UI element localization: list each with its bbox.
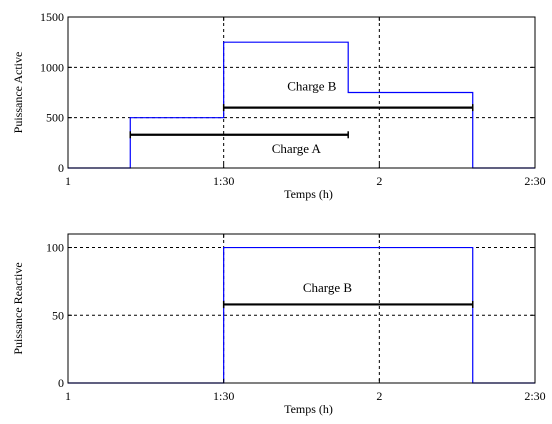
chart-1-x-tick-label-1: 1:30 — [213, 389, 234, 403]
chart-0-x-tick-label-1: 1:30 — [213, 174, 234, 188]
chart-0-x-tick-label-2: 2 — [376, 174, 382, 188]
chart-1-interval-label-0: Charge B — [303, 280, 353, 295]
chart-0-y-axis-label: Puissance Active — [11, 52, 25, 134]
chart-0-y-tick-label-3: 1500 — [40, 10, 64, 24]
chart-0-series-line-0 — [68, 41, 535, 169]
chart-0-interval-label-0: Charge A — [272, 141, 322, 156]
chart-0-x-axis-label: Temps (h) — [284, 187, 333, 201]
chart-1-x-tick-label-3: 2:30 — [524, 389, 545, 403]
chart-0-y-tick-label-0: 0 — [58, 161, 64, 175]
chart-0-x-tick-label-0: 1 — [65, 174, 71, 188]
chart-1-x-axis-label: Temps (h) — [284, 402, 333, 416]
chart-1-x-tick-label-2: 2 — [376, 389, 382, 403]
chart-1-x-tick-label-0: 1 — [65, 389, 71, 403]
chart-0-y-tick-label-2: 1000 — [40, 60, 64, 74]
chart-0-plot-frame — [67, 16, 536, 169]
chart-0-interval-label-1: Charge B — [287, 78, 337, 93]
active-power-plot: Charge A Charge B 1 1:30 2 2:30 0 500 1000 1500 Te… — [11, 10, 546, 201]
chart-1-plot-frame — [67, 233, 536, 384]
reactive-power-plot: Charge B 1 1:30 2 2:30 0 50 100 Temps (h) Puissan… — [11, 233, 546, 416]
chart-1-y-tick-label-2: 100 — [46, 241, 64, 255]
chart-1-y-tick-label-1: 50 — [52, 308, 64, 322]
chart-1-y-tick-label-0: 0 — [58, 376, 64, 390]
chart-0-y-tick-label-1: 500 — [46, 111, 64, 125]
chart-0-x-tick-label-3: 2:30 — [524, 174, 545, 188]
chart-1-y-axis-label: Puissance Reactive — [11, 262, 25, 354]
